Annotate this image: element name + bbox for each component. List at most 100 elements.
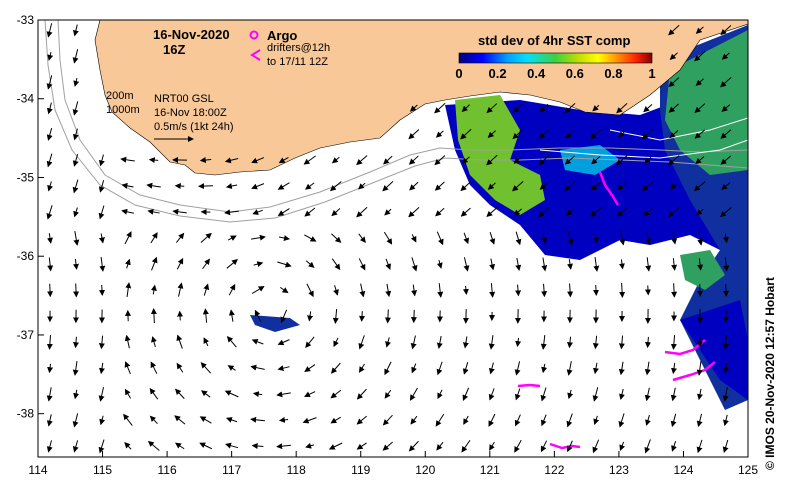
valid-time-label: 16-Nov 18:00Z	[154, 107, 227, 119]
current-arrow	[538, 129, 549, 139]
current-arrow	[47, 51, 54, 61]
sst-patch-green-west	[455, 95, 545, 215]
current-arrow	[356, 206, 368, 218]
current-arrow	[515, 231, 522, 246]
current-arrow	[174, 183, 185, 190]
current-arrow	[250, 416, 265, 423]
current-arrow	[461, 104, 470, 113]
current-arrow	[541, 363, 548, 374]
colorbar	[458, 52, 653, 64]
current-arrow	[252, 391, 263, 398]
current-arrow	[436, 231, 444, 246]
current-arrow	[358, 182, 366, 190]
current-arrow	[461, 156, 470, 164]
current-arrow	[645, 232, 652, 245]
current-arrow	[332, 308, 339, 324]
current-arrow	[514, 439, 522, 453]
current-arrow	[147, 440, 160, 451]
current-arrow	[382, 414, 393, 426]
current-arrow	[512, 129, 524, 140]
current-arrow	[540, 440, 548, 453]
current-arrow	[199, 416, 212, 424]
current-arrow	[434, 181, 445, 191]
current-arrow	[463, 415, 469, 425]
current-arrow	[489, 441, 495, 451]
current-arrow	[462, 285, 469, 295]
current-arrow	[567, 231, 574, 246]
current-arrow	[564, 181, 576, 192]
current-arrow	[46, 387, 53, 402]
contour-1000m-label: 1000m	[106, 104, 140, 116]
current-arrow	[149, 415, 158, 425]
argo-marker-icon	[249, 30, 259, 40]
current-arrow	[437, 283, 444, 298]
current-arrow	[202, 258, 210, 270]
current-arrow	[512, 103, 523, 113]
current-arrow	[515, 284, 522, 297]
current-arrow	[202, 308, 209, 323]
current-arrow	[384, 309, 391, 324]
current-arrow	[151, 256, 158, 271]
current-arrow	[46, 205, 53, 220]
current-arrow	[411, 257, 418, 272]
current-arrow	[46, 414, 53, 427]
current-arrow	[434, 155, 446, 166]
current-arrow	[462, 336, 469, 349]
current-arrow	[721, 104, 731, 112]
current-arrow	[488, 362, 495, 375]
current-arrow	[486, 154, 498, 166]
current-arrow	[721, 182, 731, 191]
current-arrow	[695, 26, 704, 34]
current-arrow	[150, 232, 158, 244]
current-arrow	[98, 233, 105, 244]
current-arrow	[99, 257, 106, 272]
current-arrow	[333, 285, 339, 296]
y-tick-label: -34	[17, 92, 35, 106]
current-arrow	[436, 335, 443, 349]
current-arrow	[667, 207, 680, 218]
y-tick-label: -36	[17, 249, 35, 263]
current-arrow	[668, 77, 680, 88]
current-arrow	[253, 261, 264, 268]
drifter-track-1	[598, 171, 620, 206]
current-arrow	[226, 417, 238, 423]
current-arrow	[669, 52, 678, 60]
current-arrow	[46, 440, 53, 453]
colorbar-tick-label: 0	[455, 66, 462, 81]
title-date: 16-Nov-2020	[153, 27, 230, 42]
current-arrow	[436, 259, 443, 269]
drifters-label: drifters@12h	[267, 42, 330, 54]
current-arrow	[486, 103, 498, 114]
current-arrow	[564, 102, 576, 114]
current-arrow	[174, 442, 185, 450]
current-arrow	[567, 283, 574, 298]
current-arrow	[487, 182, 496, 190]
current-arrow	[642, 129, 654, 140]
current-arrow	[566, 336, 573, 349]
current-arrow	[593, 362, 599, 375]
current-arrow	[98, 154, 105, 167]
current-arrow	[278, 156, 289, 164]
current-arrow	[411, 363, 417, 374]
current-arrow	[515, 257, 522, 272]
current-arrow	[590, 207, 602, 217]
contour-200m	[57, 20, 748, 213]
current-arrow	[592, 233, 599, 244]
sst-patch-southeast	[680, 300, 748, 400]
current-arrow	[593, 257, 600, 272]
current-arrow	[358, 233, 366, 243]
current-arrow	[124, 361, 131, 375]
current-arrow	[619, 282, 626, 298]
current-arrow	[671, 283, 678, 298]
title-hour: 16Z	[163, 42, 185, 57]
current-arrow	[333, 337, 339, 348]
current-arrow	[538, 155, 550, 166]
current-arrow	[225, 442, 239, 449]
current-arrow	[539, 103, 549, 113]
current-arrow	[99, 362, 105, 375]
current-arrow	[358, 335, 365, 350]
current-arrow	[72, 336, 79, 349]
current-arrow	[540, 335, 547, 350]
current-arrow	[619, 441, 626, 452]
current-arrow	[150, 361, 158, 374]
